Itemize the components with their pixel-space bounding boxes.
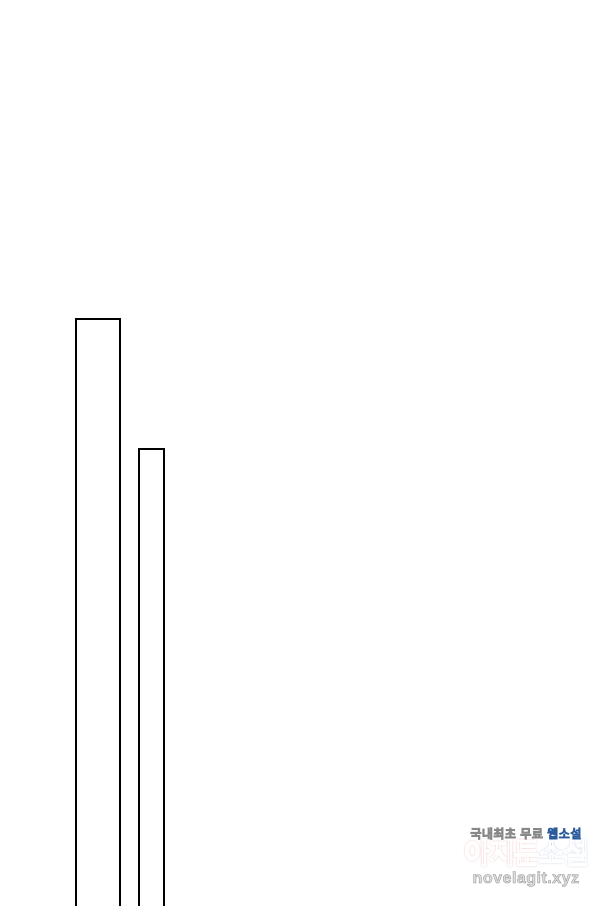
- watermark-brand-blue: 소설: [538, 838, 588, 869]
- watermark-brand-red: 아지툰: [464, 838, 538, 869]
- watermark-url: novelagit.xyz: [464, 870, 588, 888]
- watermark: 국내최초 무료 웹소설 아지툰소설 novelagit.xyz: [464, 825, 588, 888]
- watermark-brand: 아지툰소설: [464, 840, 588, 868]
- bar-1: [75, 318, 121, 906]
- bar-2: [138, 448, 165, 906]
